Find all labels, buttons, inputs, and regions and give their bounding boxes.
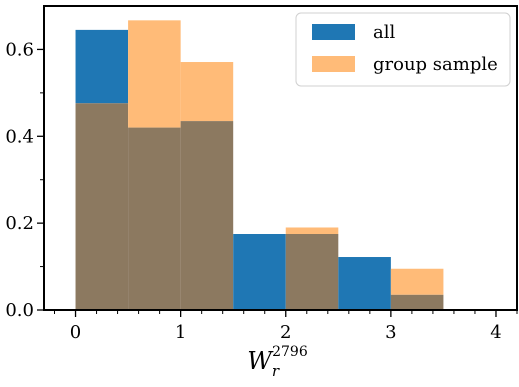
legend-label-1: group sample: [373, 54, 498, 75]
x-tick-label-1: 1: [175, 322, 186, 343]
legend-label-0: all: [373, 22, 395, 43]
y-tick-label-1: 0.2: [5, 213, 34, 234]
plot-frame: [43, 5, 518, 311]
axes-layer: 0 1 2 3 4 0.0 0.2 0.4 0.6: [5, 5, 518, 343]
y-tick-label-0: 0.0: [5, 300, 34, 321]
legend-swatch-1: [312, 56, 355, 72]
bar-excess-group-sample-bin-2: [180, 62, 234, 122]
bar-overlap-bin-1: [128, 127, 181, 310]
bar-excess-group-sample-bin-1: [128, 20, 181, 128]
bar-overlap-bin-0: [75, 103, 129, 310]
x-tick-label-0: 0: [70, 322, 81, 343]
x-tick-label-2: 2: [280, 322, 291, 343]
x-axis-label-subscript: r: [272, 362, 280, 380]
legend: all group sample: [295, 12, 511, 87]
bar-excess-all-bin-3: [233, 234, 286, 310]
legend-box: [295, 12, 511, 87]
x-axis-label-superscript: 2796: [272, 344, 308, 360]
x-tick-label-3: 3: [385, 322, 396, 343]
bar-overlap-bin-2: [180, 121, 234, 310]
y-tick-label-3: 0.6: [5, 39, 34, 60]
bar-excess-all-bin-5: [338, 257, 391, 310]
bar-overlap-bin-4: [285, 234, 339, 310]
bars-layer: [75, 20, 444, 310]
x-axis-label-base: W: [247, 347, 274, 375]
bar-excess-group-sample-bin-4: [285, 227, 339, 234]
bar-excess-all-bin-0: [75, 29, 129, 104]
bar-excess-group-sample-bin-6: [390, 268, 444, 295]
x-axis-label: Wr 2796: [247, 344, 308, 380]
legend-swatch-0: [312, 24, 355, 40]
x-tick-label-4: 4: [490, 322, 501, 343]
bar-overlap-bin-6: [390, 294, 444, 310]
y-tick-label-2: 0.4: [5, 126, 34, 147]
